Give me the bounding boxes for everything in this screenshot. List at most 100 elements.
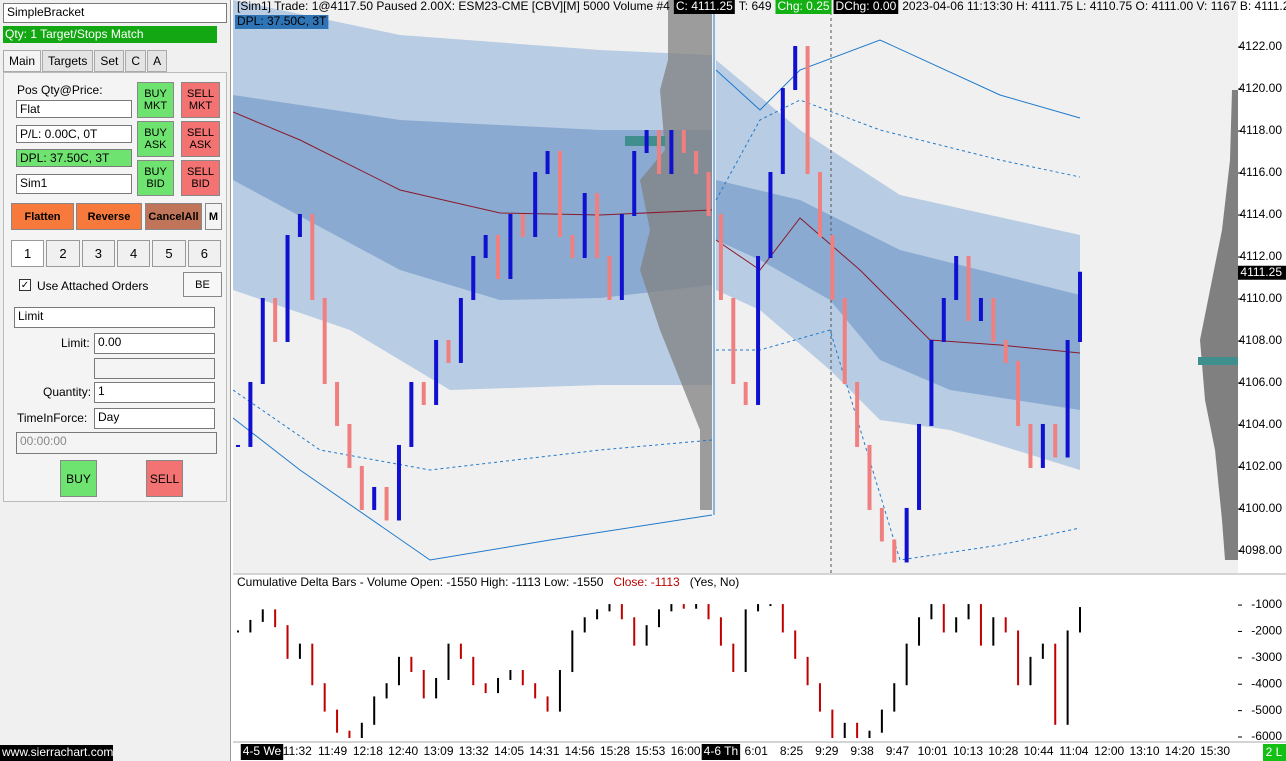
tab[interactable]: Main — [3, 50, 42, 72]
chart: [Sim1] Trade: 1@4117.50 Paused 2.00X: ES… — [233, 0, 1286, 761]
price-bar — [670, 604, 673, 612]
x-tick-label: 15:53 — [635, 744, 665, 758]
m-button[interactable]: M — [205, 203, 222, 230]
price-bar — [285, 235, 290, 342]
price-bar — [1004, 617, 1007, 633]
price-bar — [274, 609, 277, 628]
x-tick-label: 11:04 — [1059, 744, 1088, 758]
price-bar — [682, 604, 685, 609]
price-bar — [1041, 643, 1044, 659]
qty-button[interactable]: 4 — [116, 240, 151, 267]
price-bar — [397, 656, 400, 686]
sell[interactable]: SELL — [146, 460, 183, 497]
use-attached: Use Attached Orders — [37, 279, 149, 293]
price-bar — [583, 617, 586, 633]
price-bar — [534, 683, 537, 699]
order-type[interactable]: Limit — [14, 307, 215, 328]
be-button[interactable]: BE — [183, 272, 222, 297]
x-tick-label: 14:56 — [565, 744, 595, 758]
price-bar — [879, 507, 884, 542]
dchg: DChg: 0.00 — [836, 0, 897, 13]
x-tick-label: 11:32 — [283, 744, 312, 758]
price-bar — [817, 172, 822, 238]
price-bar — [892, 539, 897, 563]
price-bar — [681, 130, 686, 154]
checkbox[interactable]: ✓ — [19, 279, 31, 291]
tab[interactable]: C — [125, 50, 147, 72]
quantity[interactable]: 1 — [94, 382, 215, 403]
price-bar — [929, 339, 934, 426]
price-bar — [632, 151, 637, 217]
sell-ask[interactable]: SELL ASK — [181, 121, 220, 157]
x-tick-label: 10:44 — [1024, 744, 1054, 758]
vwap — [233, 111, 713, 216]
reverse[interactable]: Reverse — [76, 203, 142, 230]
empty-select[interactable] — [94, 358, 215, 379]
std-line — [716, 329, 1081, 561]
qty-button[interactable]: 5 — [152, 240, 186, 267]
buy-mkt[interactable]: BUY MKT — [137, 82, 174, 118]
limit-value[interactable]: 0.00 — [94, 333, 215, 354]
tab[interactable]: Set — [94, 50, 125, 72]
price-bar — [930, 604, 933, 620]
buy-ask[interactable]: BUY ASK — [137, 121, 174, 157]
trade-panel: SimpleBracket Qty: 1 Target/Stops Match … — [0, 0, 231, 761]
price-bar — [992, 617, 995, 646]
x-tick-label: 13:09 — [423, 744, 453, 758]
price-bar — [297, 214, 302, 238]
qty-button[interactable]: 1 — [11, 240, 45, 267]
price-bar — [955, 617, 958, 633]
price-bar — [497, 677, 500, 694]
y-tick-label: 4106.00 — [1239, 375, 1283, 389]
buy[interactable]: BUY — [60, 460, 97, 497]
delta-title: Cumulative Delta Bars - Volume Open: -15… — [237, 575, 604, 589]
sell-bid[interactable]: SELL BID — [181, 160, 220, 196]
price-bar — [596, 609, 599, 620]
price-bar — [669, 130, 674, 175]
price-bar — [421, 381, 426, 405]
price-bar — [657, 130, 661, 175]
qty-button[interactable]: 6 — [187, 240, 221, 267]
price-bar — [769, 604, 772, 607]
price-bar — [521, 670, 524, 686]
price-bar — [508, 214, 513, 279]
price-bar — [1078, 271, 1082, 342]
qty-button[interactable]: 3 — [81, 240, 115, 267]
y-tick-label: -2000 — [1251, 624, 1282, 638]
price-bar — [991, 297, 996, 342]
tab[interactable]: A — [147, 50, 168, 72]
tab[interactable]: Targets — [42, 50, 94, 72]
pl: P/L: 0.00C, 0T — [16, 125, 132, 143]
status: Qty: 1 Target/Stops Match — [3, 26, 217, 43]
price-bar — [806, 656, 809, 686]
price-bar — [237, 630, 239, 633]
time[interactable]: 00:00:00 — [16, 432, 217, 454]
bracket-select[interactable]: SimpleBracket — [3, 3, 227, 23]
sell-mkt[interactable]: SELL MKT — [181, 82, 220, 118]
cancel-all[interactable]: CancelAll — [145, 203, 202, 230]
x-tick-label: 9:38 — [850, 744, 874, 758]
y-tick-label: 4098.00 — [1239, 543, 1283, 557]
delta-close: Close: -1113 — [613, 575, 680, 589]
price-bar — [434, 339, 439, 405]
x-tick-label: 10:13 — [953, 744, 983, 758]
tif[interactable]: Day — [94, 408, 215, 429]
qty-button[interactable]: 2 — [46, 240, 80, 267]
y-tick-label: 4122.00 — [1239, 39, 1283, 53]
price-bar — [905, 643, 908, 686]
price-bar — [780, 88, 785, 175]
x-tick-label: 11:49 — [318, 744, 347, 758]
x-tick-label: 13:10 — [1129, 744, 1159, 758]
price-bar — [607, 255, 612, 300]
account[interactable]: Sim1 — [16, 174, 132, 194]
price-bar — [694, 151, 699, 175]
x-tick-label: 6:01 — [745, 744, 769, 758]
price-bar — [880, 709, 883, 733]
price-bar — [867, 444, 872, 510]
y-tick-label: 4108.00 — [1239, 333, 1283, 347]
price-bar — [483, 235, 488, 258]
buy-bid[interactable]: BUY BID — [137, 160, 174, 196]
price-bar — [286, 625, 289, 659]
flatten[interactable]: Flatten — [11, 203, 74, 230]
